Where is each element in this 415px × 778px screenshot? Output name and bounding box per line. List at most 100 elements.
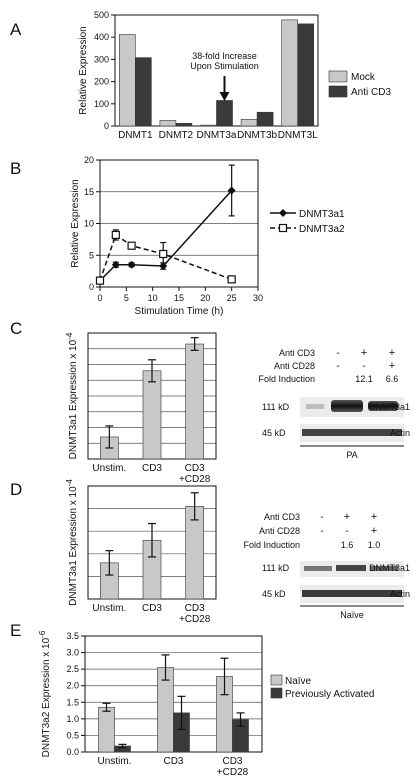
chart-a-ytick-label-3: 300 — [94, 54, 109, 64]
chart-e-legend-swatch-0 — [270, 674, 283, 686]
chart-d-xtick-label-2: CD3 — [185, 603, 205, 614]
chart-b-legend-label-1: DNMT3a2 — [299, 224, 345, 235]
chart-a-xtick-label-2: DNMT3a — [196, 130, 236, 141]
blot-d-protein-top: DNMT3a1 — [369, 563, 410, 573]
chart-e-bar-0-0 — [98, 706, 115, 753]
blot-d-fold-lane2: 1.6 — [341, 540, 354, 550]
chart-a-legend-swatch-0 — [328, 70, 348, 83]
blot-c-actin-band — [302, 429, 402, 436]
blot-c-row2-lane3: + — [389, 360, 395, 372]
chart-d-xtick-label-0: Unstim. — [92, 603, 126, 614]
blot-d-row1-lane3: + — [371, 511, 377, 523]
blot-c-protein-top: DNMT3a1 — [369, 402, 410, 412]
chart-a-ytick-label-2: 200 — [94, 77, 109, 87]
chart-b-xtick-label-0: 0 — [97, 293, 102, 303]
chart-b-point-DNMT3a2-4 — [227, 275, 236, 284]
chart-a-ytick-label-4: 400 — [94, 32, 109, 42]
blot-d-band-lane3 — [370, 566, 398, 571]
chart-b-xtick-label-1: 5 — [124, 293, 129, 303]
chart-b-point-DNMT3a1-3 — [159, 262, 168, 271]
chart-b-xtick-label-4: 20 — [200, 293, 210, 303]
chart-a-ytick-label-0: 0 — [104, 121, 109, 131]
chart-b-time-course: 0 5 10 15 20 0 5 10 15 20 25 30 Stimulation Time (h)… — [70, 155, 345, 317]
chart-e-ytick-label-7: 3.5 — [66, 631, 79, 641]
chart-b-legend-label-0: DNMT3a1 — [299, 209, 345, 220]
chart-b-ytick-label-2: 10 — [84, 219, 94, 229]
chart-a-bar-DNMT1-Mock — [119, 34, 136, 127]
chart-a-xtick-label-4: DNMT3L — [278, 130, 318, 141]
blot-d-fold-lane3: 1.0 — [368, 540, 381, 550]
panel-letter-c: C — [10, 319, 22, 338]
panel-letter-b: B — [10, 159, 21, 178]
chart-a-ytick-label-5: 500 — [94, 10, 109, 20]
panel-letter-e: E — [10, 621, 21, 640]
chart-b-ytick-label-0: 0 — [89, 282, 94, 292]
blot-c-kd-bottom: 45 kD — [262, 428, 286, 438]
chart-a-xtick-label-0: DNMT1 — [118, 130, 153, 141]
chart-a-xtick-label-1: DNMT2 — [159, 130, 194, 141]
blot-c-row2-label: Anti CD28 — [274, 361, 315, 371]
chart-b-legend-marker-1 — [278, 223, 288, 233]
panel-letter-d: D — [10, 480, 22, 499]
chart-a-bar-DNMT2-Mock — [159, 120, 177, 127]
chart-c-xtick-label-1: CD3 — [142, 463, 162, 474]
chart-e-legend-swatch-1 — [270, 687, 283, 699]
chart-b-point-DNMT3a1-4 — [227, 186, 236, 195]
blot-d-row2-lane2: - — [345, 526, 348, 537]
chart-b-ylabel: Relative Expression — [70, 179, 81, 267]
chart-c-bar-2 — [185, 343, 204, 460]
chart-a-bar-DNMT3L-Anti CD3 — [297, 23, 315, 127]
chart-c-xtick-label-2: CD3 — [185, 463, 205, 474]
blot-c-row3-label: Fold Induction — [258, 374, 315, 384]
chart-a-legend-label-0: Mock — [351, 72, 376, 83]
chart-a-bar-DNMT3b-Anti CD3 — [256, 111, 274, 127]
chart-a-bar-DNMT2-Anti CD3 — [175, 123, 193, 127]
chart-b-point-DNMT3a2-3 — [159, 249, 168, 259]
blot-c-row2-lane1: - — [336, 361, 339, 372]
chart-d-ylabel: DNMT3a1 Expression x 10-4 — [65, 479, 79, 606]
chart-a-annotation: 38-fold Increase — [192, 51, 257, 61]
blot-c-band-lane3 — [368, 401, 398, 411]
chart-a-legend-swatch-1 — [328, 85, 348, 98]
chart-e-xtick-label-0: Unstim. — [98, 756, 132, 767]
chart-a-bar-DNMT3a-Mock — [200, 124, 217, 127]
blot-c-band-lane2 — [331, 400, 363, 412]
blot-c-protein-bottom: Actin — [390, 428, 410, 438]
blot-c-cell-label: PA — [346, 450, 357, 460]
chart-a-xtick-label-3: DNMT3b — [237, 130, 277, 141]
chart-b-point-DNMT3a1-1 — [111, 260, 120, 269]
blot-c-row1-lane2: + — [361, 347, 367, 359]
chart-a-ylabel: Relative Expression — [78, 26, 89, 114]
chart-b-xtick-label-5: 25 — [227, 293, 237, 303]
chart-e-ytick-label-4: 2.0 — [66, 681, 79, 691]
chart-b-xlabel: Stimulation Time (h) — [135, 306, 224, 317]
chart-b-xtick-label-3: 15 — [174, 293, 184, 303]
blot-c: Anti CD3 - + + Anti CD28 - - + Fold Indu… — [258, 347, 410, 460]
blot-d-row2-lane1: - — [320, 526, 323, 537]
chart-b-point-DNMT3a2-2 — [127, 241, 136, 250]
blot-c-fold-lane2: 12.1 — [355, 374, 373, 384]
blot-c-row1-label: Anti CD3 — [279, 348, 315, 358]
blot-c-band-lane1 — [306, 404, 324, 409]
blot-c-row2-lane2: - — [362, 361, 365, 372]
blot-d-row2-lane3: + — [371, 525, 377, 537]
chart-e-ytick-label-3: 1.5 — [66, 697, 79, 707]
chart-b-ytick-label-1: 5 — [89, 250, 94, 260]
chart-c-xtick-label-2-line2: +CD28 — [179, 474, 211, 485]
chart-a-bar-DNMT3L-Mock — [281, 19, 299, 127]
chart-e-xtick-label-2: CD3 — [222, 756, 242, 767]
chart-e-xtick-label-1: CD3 — [163, 756, 183, 767]
chart-e-ytick-label-1: 0.5 — [66, 730, 79, 740]
blot-d-protein-bottom: Actin — [390, 589, 410, 599]
blot-c-kd-top: 111 kD — [262, 402, 290, 412]
blot-d: Anti CD3 - + + Anti CD28 - - + Fold Indu… — [243, 511, 410, 620]
chart-b-legend-marker-0 — [279, 209, 287, 217]
chart-e-ytick-label-5: 2.5 — [66, 664, 79, 674]
chart-c-xtick-label-0: Unstim. — [92, 463, 126, 474]
blot-d-row2-label: Anti CD28 — [259, 526, 300, 536]
blot-c-fold-lane3: 6.6 — [386, 374, 399, 384]
